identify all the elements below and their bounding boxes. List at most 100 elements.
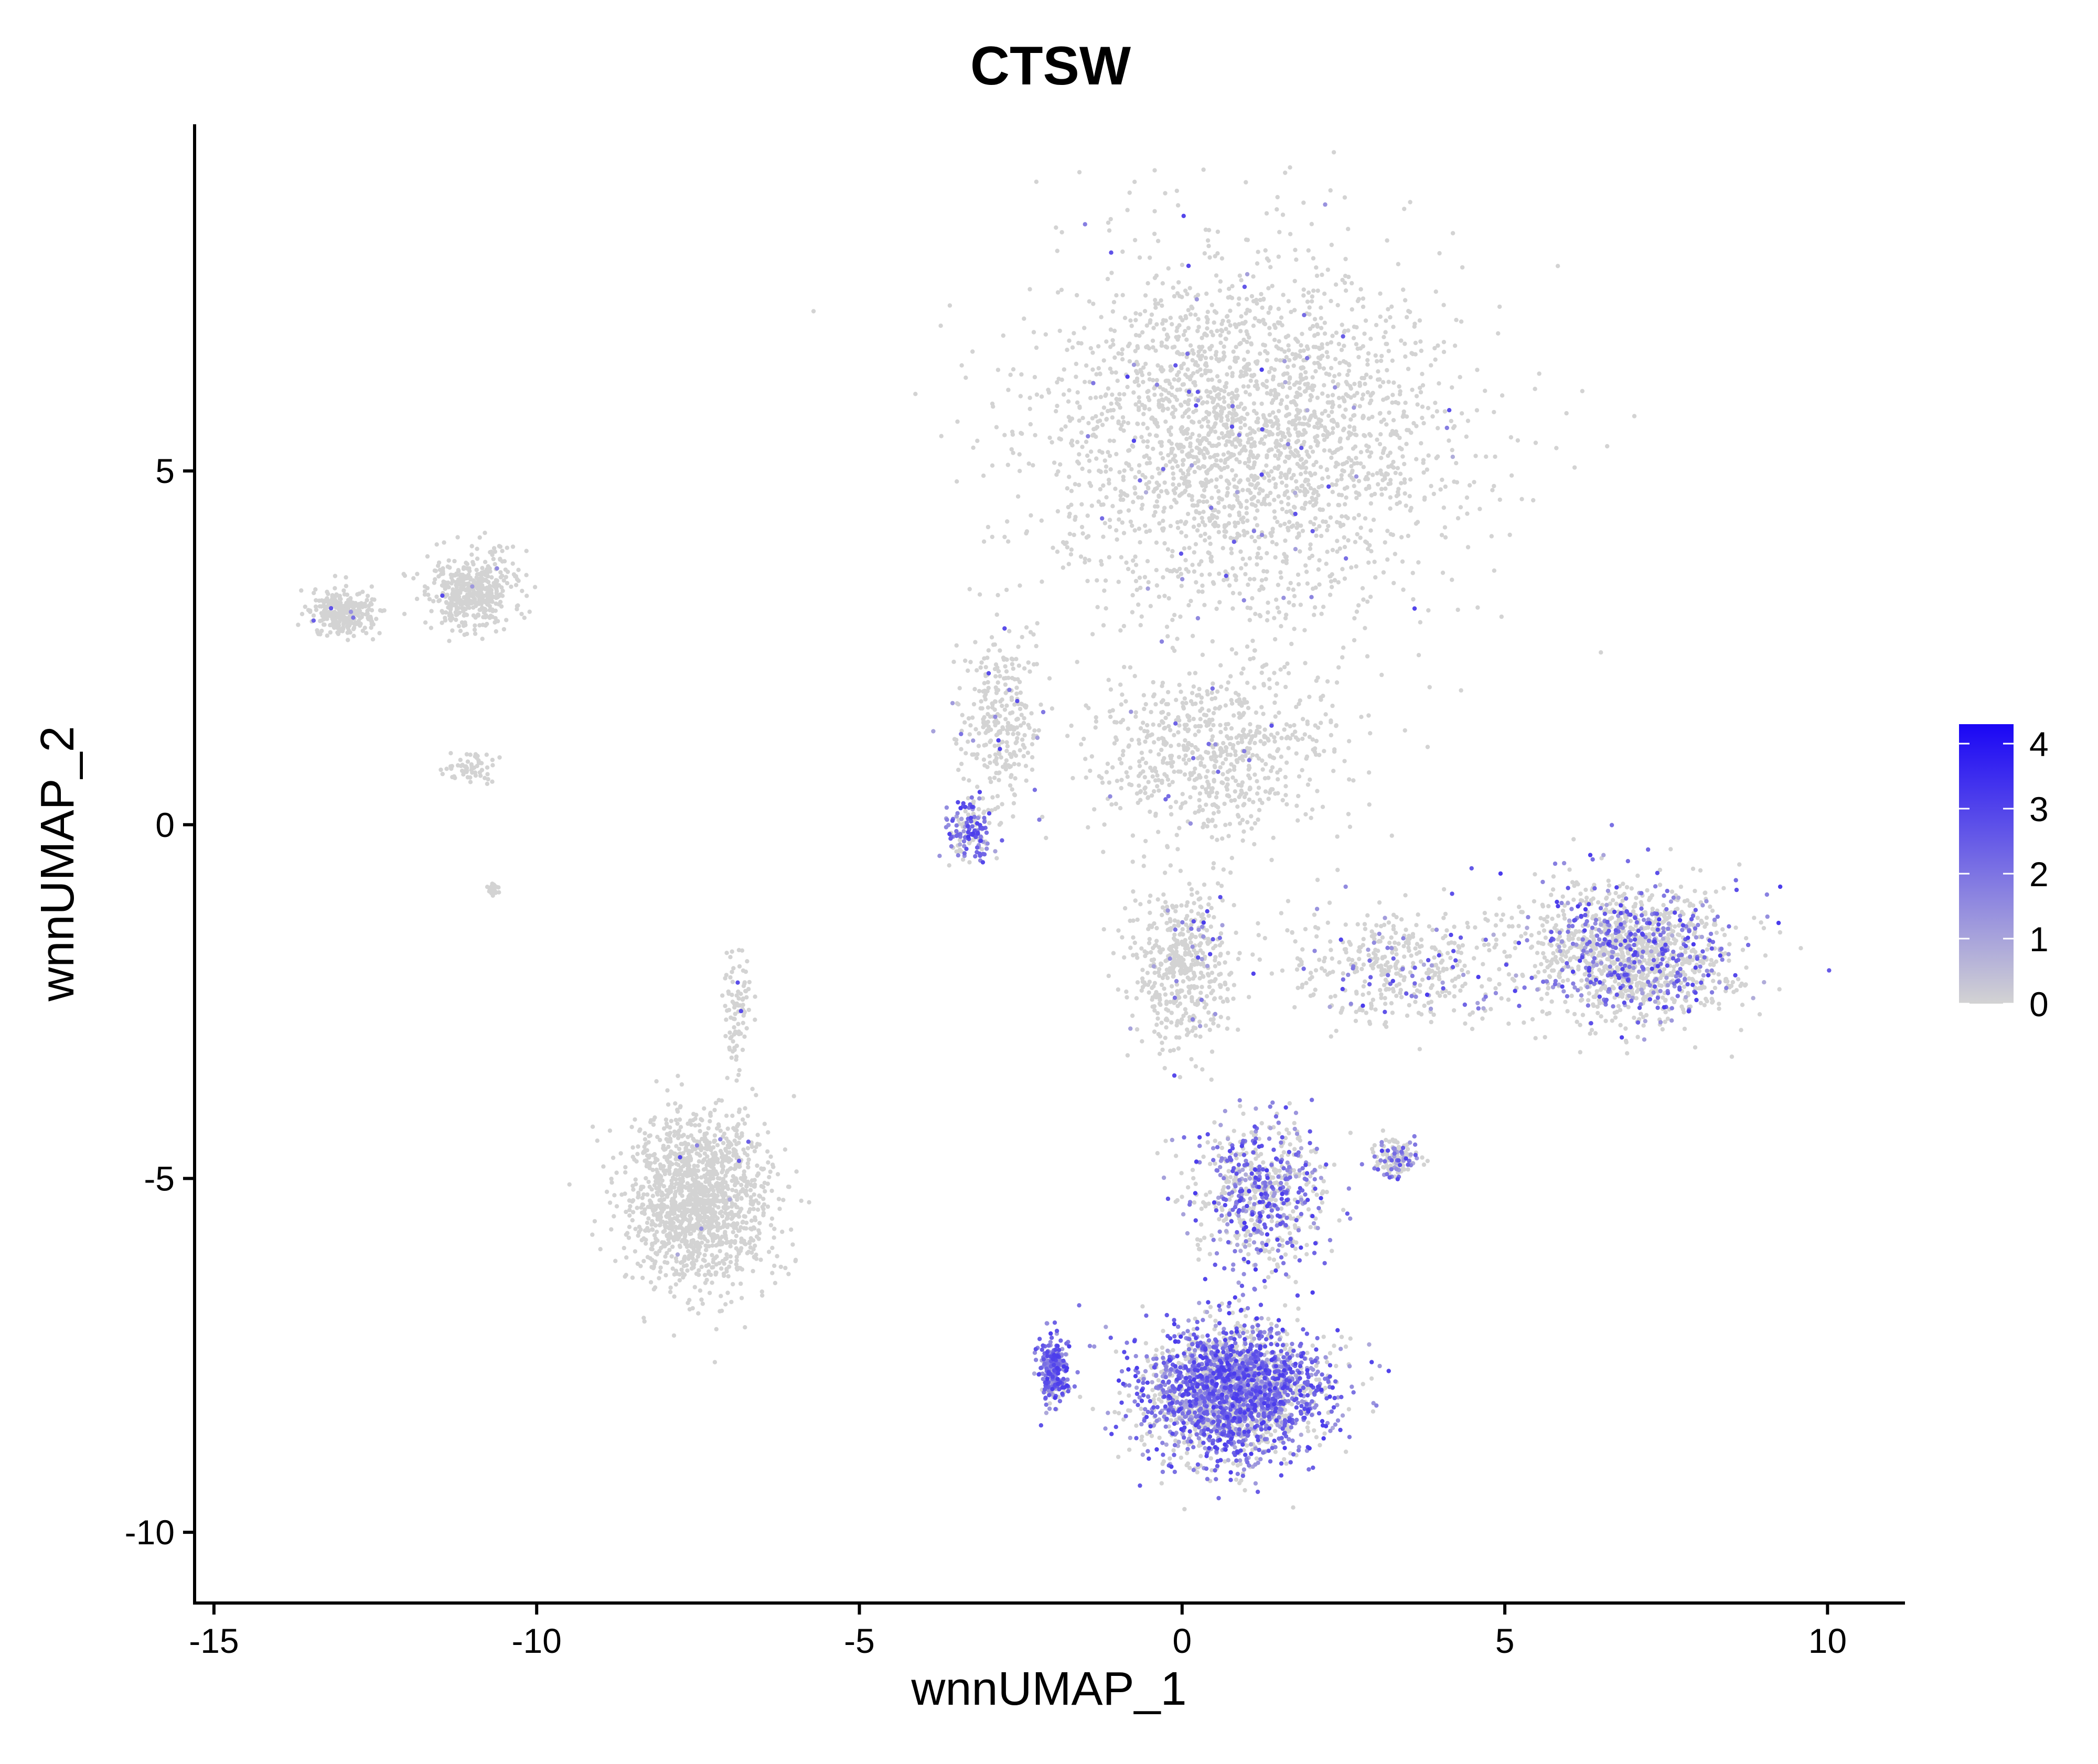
data-point (1446, 941, 1451, 946)
data-point (1278, 475, 1283, 479)
data-point (1629, 886, 1634, 891)
data-point (1383, 996, 1387, 1001)
data-point (1314, 738, 1319, 744)
data-point (1234, 457, 1239, 462)
data-point (1358, 945, 1363, 950)
data-point (1206, 424, 1211, 429)
data-point (1250, 428, 1255, 433)
data-point (1260, 488, 1265, 493)
data-point (1322, 331, 1328, 336)
data-point (1243, 423, 1247, 427)
data-point (1138, 771, 1143, 776)
data-point (1208, 727, 1213, 733)
data-point (1209, 343, 1214, 349)
data-point (1258, 351, 1262, 356)
data-point (1419, 441, 1423, 446)
plot-title: CTSW (970, 36, 1131, 96)
data-point (1339, 477, 1344, 481)
data-point (1283, 538, 1288, 543)
data-point (1153, 702, 1158, 707)
data-point (1187, 545, 1192, 551)
data-point (1117, 392, 1122, 396)
data-point (1296, 453, 1301, 458)
data-point (1315, 395, 1320, 400)
data-point (947, 303, 952, 308)
data-point (1255, 555, 1259, 560)
data-point (1196, 729, 1201, 734)
data-point (1319, 697, 1323, 702)
data-point (1358, 450, 1364, 455)
data-point (972, 687, 977, 692)
data-point (1578, 891, 1583, 896)
data-point (1303, 470, 1308, 475)
data-point (1012, 750, 1016, 755)
data-point (1170, 780, 1175, 784)
data-point (1273, 482, 1278, 487)
data-point (1207, 794, 1212, 799)
data-point (1275, 605, 1280, 610)
data-point (1393, 552, 1397, 556)
data-point (1222, 534, 1227, 539)
data-point (989, 779, 993, 784)
data-point (1139, 750, 1144, 755)
data-point (1027, 287, 1032, 292)
data-point (1213, 765, 1217, 770)
data-point (1358, 461, 1363, 466)
data-point (1408, 200, 1412, 205)
data-point (1247, 618, 1252, 622)
data-point (1079, 502, 1084, 507)
data-point (1024, 704, 1029, 708)
data-point (1175, 444, 1181, 449)
data-point (1172, 918, 1177, 923)
data-point (1089, 754, 1094, 759)
data-point (1314, 500, 1319, 505)
data-point (1296, 433, 1301, 438)
data-point (1343, 256, 1348, 262)
data-point (1138, 540, 1142, 545)
data-point (1142, 575, 1148, 579)
data-point (1209, 690, 1214, 695)
data-point (1315, 877, 1320, 883)
data-point (1142, 775, 1147, 780)
data-point (1003, 765, 1008, 769)
data-point (1237, 794, 1241, 800)
data-point (1396, 262, 1400, 266)
data-point (1385, 341, 1389, 347)
data-point (1176, 923, 1181, 928)
data-point (1157, 521, 1162, 526)
data-point (1294, 751, 1299, 756)
data-point (1272, 637, 1278, 642)
data-point (1130, 569, 1136, 574)
data-point (1227, 365, 1233, 370)
data-point (1357, 949, 1362, 954)
data-point (1459, 688, 1463, 693)
data-point (1311, 256, 1316, 261)
data-point (1301, 358, 1306, 363)
data-point (1218, 663, 1223, 668)
data-point (1400, 559, 1405, 564)
data-point (1169, 1020, 1174, 1025)
data-point (1137, 575, 1142, 580)
data-point (1633, 976, 1637, 982)
data-point (1303, 370, 1308, 375)
data-point (1328, 515, 1333, 520)
data-point (1228, 674, 1233, 679)
data-point (1184, 337, 1189, 342)
data-point (1610, 933, 1614, 938)
data-point (1073, 482, 1077, 487)
data-point (1319, 326, 1324, 330)
data-point (1136, 602, 1141, 607)
data-point (1213, 943, 1218, 949)
data-point (1236, 693, 1241, 697)
data-point (1458, 375, 1462, 380)
data-point (1029, 513, 1033, 518)
data-point (1564, 411, 1569, 416)
data-point (1005, 744, 1010, 749)
data-point (1160, 303, 1164, 308)
data-point (1056, 377, 1061, 381)
data-point (1107, 481, 1111, 486)
data-point (1227, 583, 1232, 588)
data-point (1200, 336, 1204, 340)
data-point (1212, 405, 1217, 411)
data-point (1126, 726, 1131, 731)
